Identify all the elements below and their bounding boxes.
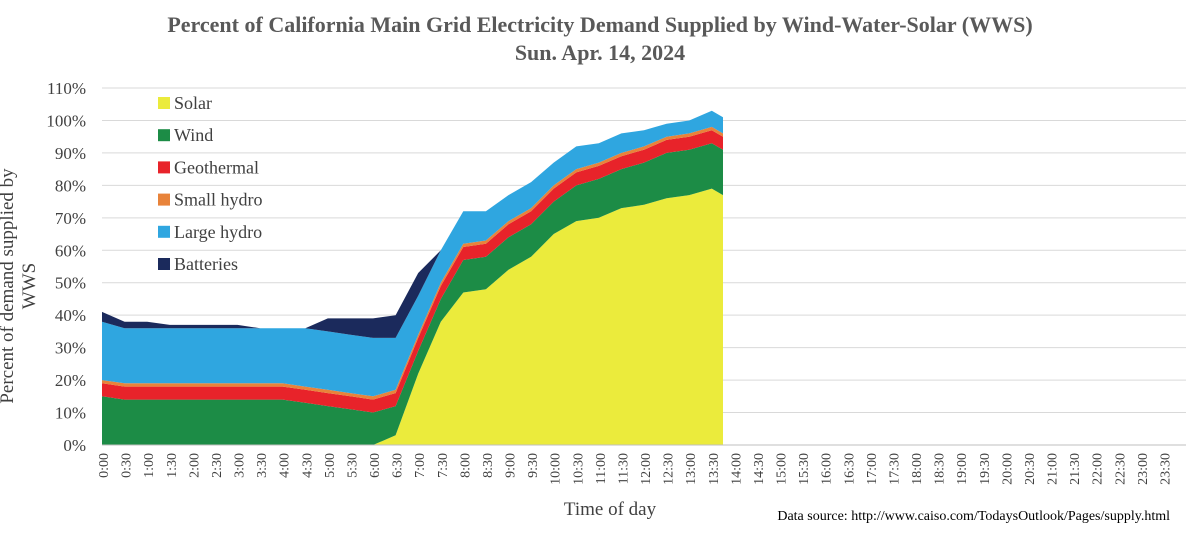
y-tick-label: 70% bbox=[55, 209, 86, 228]
y-tick-label: 30% bbox=[55, 339, 86, 358]
legend-label: Solar bbox=[174, 93, 212, 113]
x-tick-label: 13:30 bbox=[707, 453, 722, 485]
x-tick-label: 16:30 bbox=[842, 453, 857, 485]
x-tick-label: 17:00 bbox=[865, 453, 880, 485]
y-tick-label: 40% bbox=[55, 306, 86, 325]
legend-swatch bbox=[158, 225, 170, 238]
x-tick-label: 19:00 bbox=[955, 453, 970, 485]
x-tick-label: 9:30 bbox=[526, 453, 541, 478]
x-tick-label: 11:30 bbox=[616, 453, 631, 484]
x-tick-label: 7:00 bbox=[413, 453, 428, 478]
y-tick-label: 90% bbox=[55, 144, 86, 163]
legend-swatch bbox=[158, 193, 170, 206]
x-tick-label: 19:30 bbox=[978, 453, 993, 485]
area-large-hydro bbox=[102, 110, 723, 397]
x-tick-label: 1:30 bbox=[165, 453, 180, 478]
x-tick-label: 14:00 bbox=[729, 453, 744, 485]
legend-label: Geothermal bbox=[174, 157, 259, 177]
x-tick-label: 3:30 bbox=[255, 453, 270, 478]
x-tick-label: 18:30 bbox=[933, 453, 948, 485]
x-tick-label: 0:30 bbox=[120, 453, 135, 478]
x-tick-label: 9:00 bbox=[504, 453, 519, 478]
y-tick-label: 80% bbox=[55, 176, 86, 195]
x-tick-label: 8:00 bbox=[458, 453, 473, 478]
x-tick-label: 22:00 bbox=[1091, 453, 1106, 485]
legend-label: Wind bbox=[174, 125, 213, 145]
x-tick-label: 20:30 bbox=[1023, 453, 1038, 485]
x-tick-label: 2:30 bbox=[210, 453, 225, 478]
data-source-note: Data source: http://www.caiso.com/Todays… bbox=[777, 509, 1170, 524]
legend-label: Large hydro bbox=[174, 222, 262, 242]
x-tick-label: 4:30 bbox=[300, 453, 315, 478]
x-tick-label: 21:00 bbox=[1046, 453, 1061, 485]
legend-label: Batteries bbox=[174, 254, 238, 274]
area-wind bbox=[102, 143, 723, 445]
x-tick-label: 23:00 bbox=[1136, 453, 1151, 485]
x-tick-label: 12:30 bbox=[662, 453, 677, 485]
x-tick-label: 17:30 bbox=[887, 453, 902, 485]
y-tick-label: 100% bbox=[46, 111, 86, 130]
x-tick-label: 14:30 bbox=[752, 453, 767, 485]
x-tick-label: 7:30 bbox=[436, 453, 451, 478]
area-solar bbox=[102, 188, 723, 445]
x-tick-label: 11:00 bbox=[594, 453, 609, 484]
y-tick-label: 110% bbox=[47, 79, 86, 98]
legend-swatch bbox=[158, 161, 170, 174]
x-tick-label: 20:00 bbox=[1000, 453, 1015, 485]
x-tick-label: 10:00 bbox=[549, 453, 564, 485]
x-tick-label: 6:30 bbox=[391, 453, 406, 478]
y-axis-label: Percent of demand supplied by WWS bbox=[0, 168, 40, 404]
x-tick-label: 6:00 bbox=[368, 453, 383, 478]
area-batteries bbox=[102, 110, 723, 338]
x-tick-label: 4:00 bbox=[278, 453, 293, 478]
x-tick-label: 18:00 bbox=[910, 453, 925, 485]
legend-swatch bbox=[158, 97, 170, 109]
x-tick-label: 21:30 bbox=[1068, 453, 1083, 485]
x-tick-label: 3:00 bbox=[233, 453, 248, 478]
x-tick-label: 5:00 bbox=[323, 453, 338, 478]
x-tick-label: 15:00 bbox=[775, 453, 790, 485]
legend-swatch bbox=[158, 258, 170, 270]
chart-title: Percent of California Main Grid Electric… bbox=[167, 12, 1033, 37]
x-tick-label: 12:00 bbox=[639, 453, 654, 485]
x-tick-label: 13:00 bbox=[684, 453, 699, 485]
x-tick-label: 15:30 bbox=[797, 453, 812, 485]
y-tick-label: 50% bbox=[55, 274, 86, 293]
x-tick-label: 5:30 bbox=[345, 453, 360, 478]
y-tick-label: 20% bbox=[55, 371, 86, 390]
y-tick-label: 10% bbox=[55, 404, 86, 423]
x-tick-label: 2:00 bbox=[187, 453, 202, 478]
x-tick-label: 23:30 bbox=[1158, 453, 1173, 485]
x-tick-label: 10:30 bbox=[571, 453, 586, 485]
chart-subtitle: Sun. Apr. 14, 2024 bbox=[514, 40, 686, 65]
x-tick-label: 8:30 bbox=[481, 453, 496, 478]
x-axis-label: Time of day bbox=[563, 499, 657, 520]
x-tick-label: 16:00 bbox=[820, 453, 835, 485]
area-geothermal bbox=[102, 130, 723, 413]
legend-label: Small hydro bbox=[174, 190, 263, 210]
y-tick-label: 60% bbox=[55, 241, 86, 260]
x-tick-label: 1:00 bbox=[142, 453, 157, 478]
y-tick-label: 0% bbox=[63, 436, 86, 455]
x-tick-label: 22:30 bbox=[1113, 453, 1128, 485]
x-tick-label: 0:00 bbox=[97, 453, 112, 478]
legend-swatch bbox=[158, 129, 170, 142]
